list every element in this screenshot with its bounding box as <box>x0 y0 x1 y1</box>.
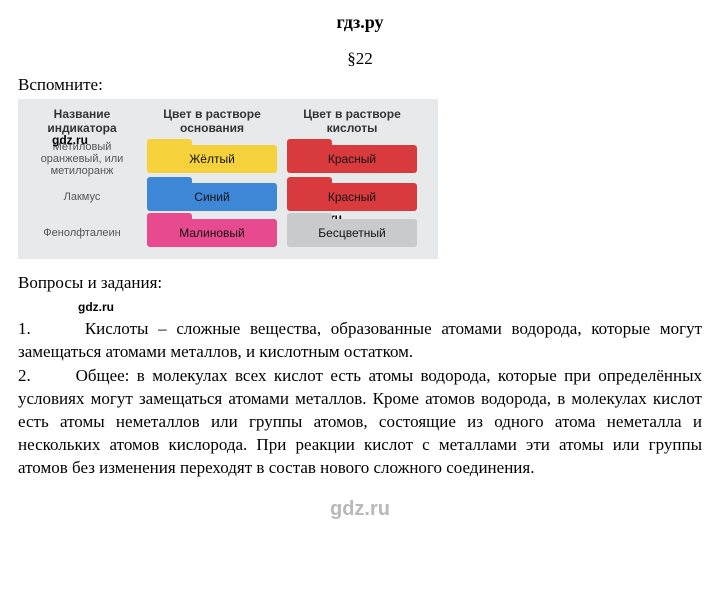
section-number: §22 <box>18 49 702 69</box>
col-base: Цвет в растворе основания <box>142 105 282 137</box>
folder-acid: Красный <box>287 183 417 211</box>
qa-title: Вопросы и задания: <box>18 273 702 293</box>
folder-base: Малиновый <box>147 219 277 247</box>
folder-base: Синий <box>147 183 277 211</box>
answer-1: gdz.ru 1. Кислоты – сложные вещества, об… <box>18 295 702 364</box>
col-acid: Цвет в растворе кислоты <box>282 105 422 137</box>
watermark-big: gdz.ru <box>18 498 702 521</box>
row-label: Фенолфталеин <box>22 227 142 239</box>
indicator-table: Название индикатора Цвет в растворе осно… <box>18 99 438 259</box>
qa-body: gdz.ru 1. Кислоты – сложные вещества, об… <box>18 295 702 480</box>
row-label: Метиловый оранжевый, или метилоранж <box>22 141 142 177</box>
q-number: 1. <box>18 318 46 341</box>
remember-label: Вспомните: <box>18 75 702 95</box>
folder-acid: Красный <box>287 145 417 173</box>
table-row: Лакмус Синий Красный <box>22 181 434 213</box>
q-number: 2. <box>18 365 46 388</box>
folder-base: Жёлтый <box>147 145 277 173</box>
answer-2: 2. Общее: в молекулах всех кислот есть а… <box>18 365 702 480</box>
col-indicator: Название индикатора <box>22 105 142 137</box>
row-label: Лакмус <box>22 191 142 203</box>
answer-text: Общее: в молекулах всех кислот есть атом… <box>18 366 702 477</box>
answer-text: Кислоты – сложные вещества, образованные… <box>18 319 702 361</box>
watermark-small: gdz.ru <box>78 300 114 314</box>
folder-acid: Бесцветный <box>287 219 417 247</box>
site-header: гдз.ру <box>18 12 702 33</box>
table-row: Метиловый оранжевый, или метилоранж Жёлт… <box>22 141 434 177</box>
table-head: Название индикатора Цвет в растворе осно… <box>22 105 434 137</box>
table-row: Фенолфталеин Малиновый Бесцветный <box>22 217 434 249</box>
